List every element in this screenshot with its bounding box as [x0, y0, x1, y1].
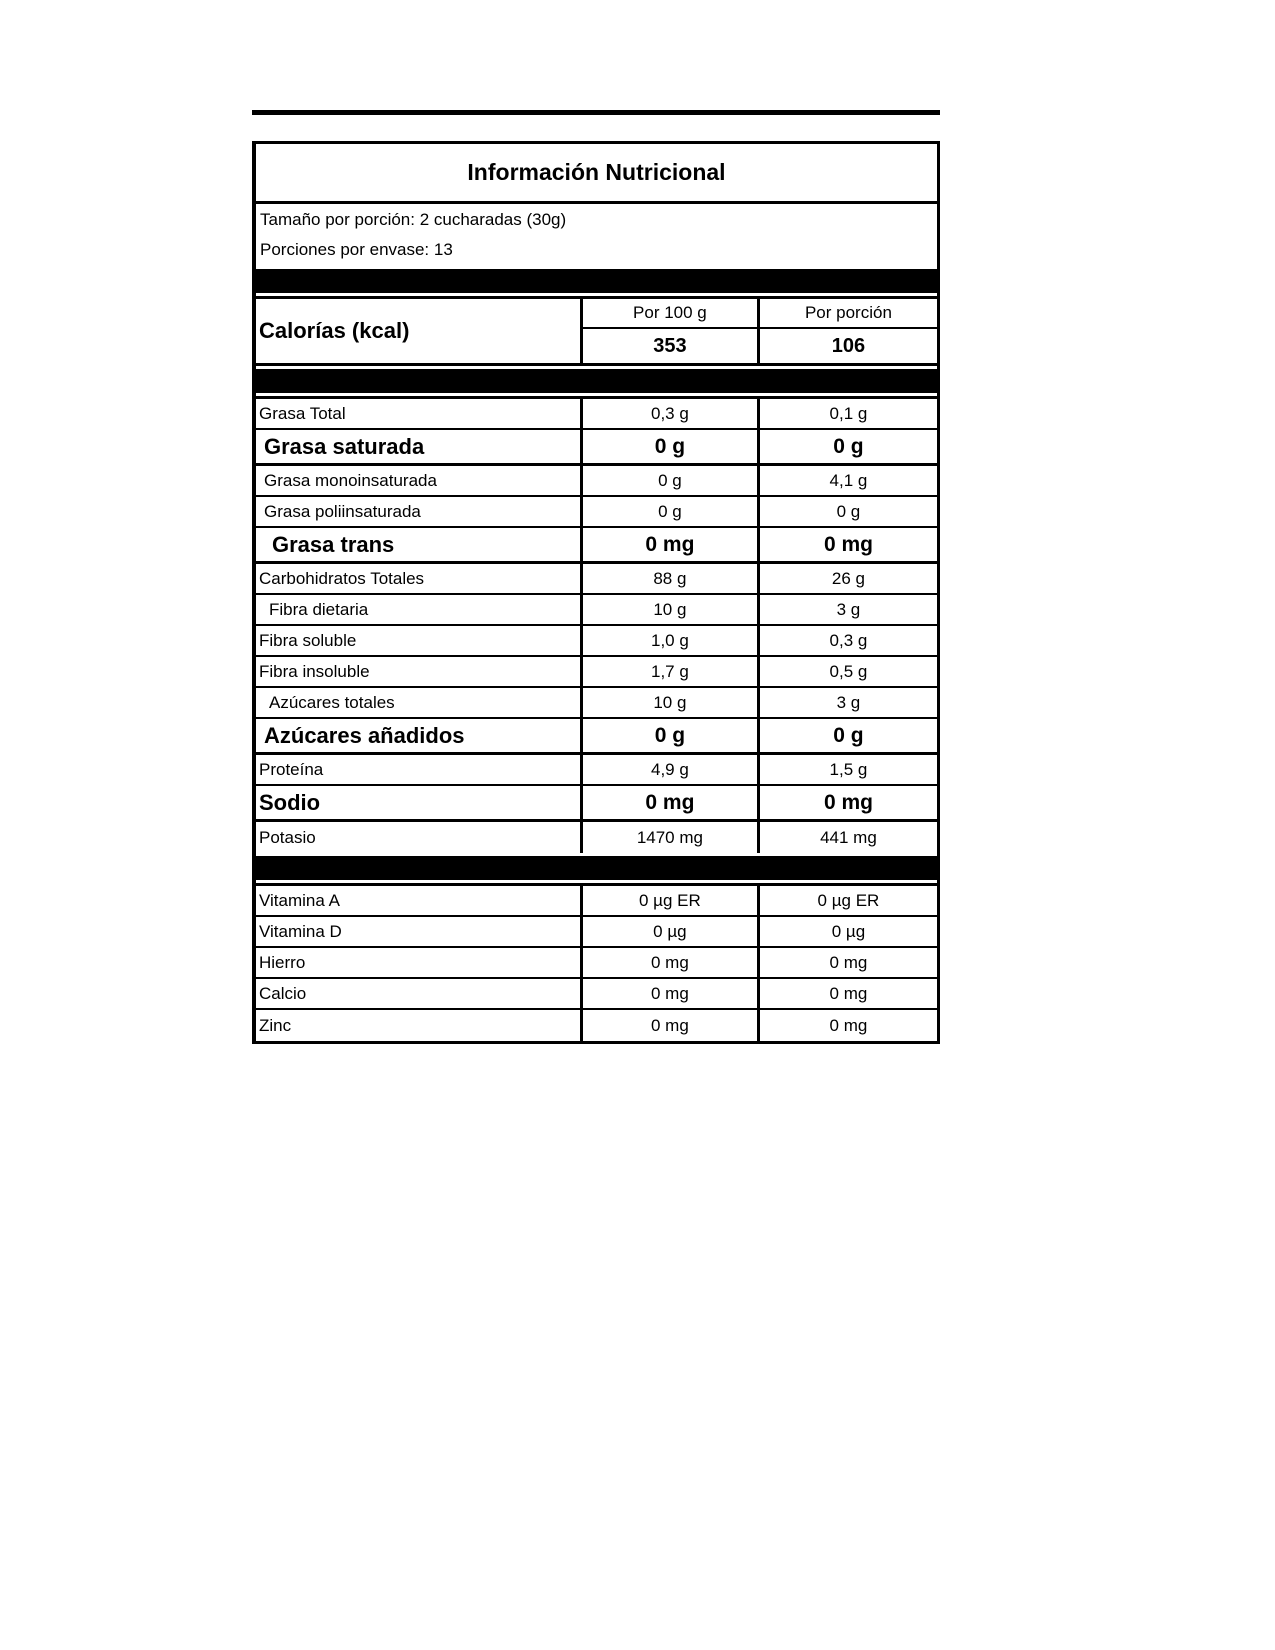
- table-row-potasio: Potasio 1470 mg 441 mg: [256, 822, 937, 853]
- top-rule-line: [252, 110, 940, 115]
- per-portion-value: 0 mg: [829, 1015, 868, 1035]
- per-portion-value: 3 g: [836, 599, 861, 619]
- per-portion-value: 1,5 g: [829, 759, 868, 779]
- table-row-proteina: Proteína 4,9 g 1,5 g: [256, 755, 937, 786]
- per-100g-value: 0 g: [583, 719, 760, 752]
- servings-per-container-text: Porciones por envase: 13: [260, 240, 453, 259]
- section-divider-bar: [256, 369, 937, 393]
- calories-value-row: 353 106: [583, 329, 937, 363]
- table-row-grasa-monoinsaturada: Grasa monoinsaturada 0 g 4,1 g: [256, 466, 937, 497]
- nutrient-label: Zinc: [256, 1010, 583, 1041]
- table-row-grasa-total: Grasa Total 0,3 g 0,1 g: [256, 399, 937, 430]
- serving-info-section: Tamaño por porción: 2 cucharadas (30g) P…: [256, 204, 937, 266]
- nutrient-label: Grasa monoinsaturada: [256, 466, 583, 495]
- section-divider-bar: [256, 269, 937, 293]
- per-portion-value: 0 g: [833, 434, 864, 458]
- per-100g-value: 10 g: [583, 688, 760, 717]
- per-portion-value: 0 g: [836, 501, 861, 521]
- table-row-hierro: Hierro 0 mg 0 mg: [256, 948, 937, 979]
- table-row-calcio: Calcio 0 mg 0 mg: [256, 979, 937, 1010]
- nutrient-label: Proteína: [256, 755, 583, 784]
- table-row-vitamina-d: Vitamina D 0 µg 0 µg: [256, 917, 937, 948]
- nutrition-facts-table: Información Nutricional Tamaño por porci…: [252, 141, 940, 1044]
- nutrient-label: Carbohidratos Totales: [256, 564, 583, 593]
- per-portion-value: 0 mg: [829, 983, 868, 1003]
- table-row-fibra-dietaria: Fibra dietaria 10 g 3 g: [256, 595, 937, 626]
- per-100g-value: 4,9 g: [583, 755, 760, 784]
- per-portion-value: 0 mg: [829, 952, 868, 972]
- nutrient-label: Grasa poliinsaturada: [256, 497, 583, 526]
- per-100g-value: 0 mg: [583, 528, 760, 561]
- nutrient-label: Vitamina D: [256, 917, 583, 946]
- column-header-per-100g: Por 100 g: [583, 299, 760, 327]
- serving-size-text: Tamaño por porción: 2 cucharadas (30g): [260, 210, 567, 229]
- calories-column-headers: Por 100 g Por porción: [582, 299, 937, 329]
- calories-per-portion-value: 106: [831, 334, 866, 357]
- per-portion-value: 26 g: [831, 568, 865, 588]
- nutrient-label: Vitamina A: [256, 886, 583, 915]
- per-portion-value: 0 µg ER: [817, 890, 880, 910]
- per-100g-value: 0 µg: [583, 917, 760, 946]
- nutrient-label: Calcio: [256, 979, 583, 1008]
- nutrient-label: Sodio: [256, 786, 583, 819]
- nutrient-label: Grasa saturada: [256, 430, 583, 463]
- per-portion-value: 0,5 g: [829, 661, 868, 681]
- micronutrients-section: Vitamina A 0 µg ER 0 µg ER Vitamina D 0 …: [256, 883, 937, 1041]
- nutrient-label: Grasa Total: [256, 399, 583, 428]
- table-row-fibra-soluble: Fibra soluble 1,0 g 0,3 g: [256, 626, 937, 657]
- per-portion-value: 441 mg: [820, 827, 877, 847]
- per-100g-value: 0 mg: [583, 1010, 760, 1041]
- nutrient-label: Grasa trans: [256, 528, 583, 561]
- table-row-azucares-anadidos: Azúcares añadidos 0 g 0 g: [256, 719, 937, 755]
- per-100g-value: 0 g: [583, 466, 760, 495]
- calories-section: Calorías (kcal) Por 100 g Por porción 35…: [256, 296, 937, 366]
- nutrition-label-title: Información Nutricional: [256, 144, 937, 204]
- calories-per-100g-value: 353: [583, 329, 760, 363]
- table-row-fibra-insoluble: Fibra insoluble 1,7 g 0,5 g: [256, 657, 937, 688]
- table-row-sodio: Sodio 0 mg 0 mg: [256, 786, 937, 822]
- per-portion-value: 0 mg: [823, 532, 873, 556]
- table-row-vitamina-a: Vitamina A 0 µg ER 0 µg ER: [256, 886, 937, 917]
- per-portion-value: 0 µg: [831, 921, 866, 941]
- calories-label: Calorías (kcal): [256, 299, 583, 363]
- table-row-carbohidratos-totales: Carbohidratos Totales 88 g 26 g: [256, 564, 937, 595]
- nutrient-label: Fibra dietaria: [256, 595, 583, 624]
- per-100g-value: 88 g: [583, 564, 760, 593]
- per-portion-value: 0,1 g: [829, 403, 868, 423]
- table-row-grasa-trans: Grasa trans 0 mg 0 mg: [256, 528, 937, 564]
- per-portion-value: 3 g: [836, 692, 861, 712]
- per-100g-value: 0 mg: [583, 948, 760, 977]
- per-100g-value: 1,0 g: [583, 626, 760, 655]
- per-100g-value: 10 g: [583, 595, 760, 624]
- table-row-grasa-saturada: Grasa saturada 0 g 0 g: [256, 430, 937, 466]
- per-portion-value: 4,1 g: [829, 470, 868, 490]
- per-100g-value: 0 µg ER: [583, 886, 760, 915]
- per-portion-value: 0 mg: [823, 790, 873, 814]
- nutrients-section: Grasa Total 0,3 g 0,1 g Grasa saturada 0…: [256, 396, 937, 853]
- per-100g-value: 0,3 g: [583, 399, 760, 428]
- table-row-grasa-poliinsaturada: Grasa poliinsaturada 0 g 0 g: [256, 497, 937, 528]
- per-100g-value: 0 mg: [583, 786, 760, 819]
- nutrient-label: Azúcares añadidos: [256, 719, 583, 752]
- nutrient-label: Hierro: [256, 948, 583, 977]
- nutrient-label: Potasio: [256, 822, 583, 853]
- per-100g-value: 0 g: [583, 430, 760, 463]
- nutrient-label: Azúcares totales: [256, 688, 583, 717]
- per-100g-value: 0 mg: [583, 979, 760, 1008]
- per-100g-value: 1,7 g: [583, 657, 760, 686]
- per-portion-value: 0 g: [833, 723, 864, 747]
- nutrient-label: Fibra soluble: [256, 626, 583, 655]
- per-100g-value: 1470 mg: [583, 822, 760, 853]
- table-row-azucares-totales: Azúcares totales 10 g 3 g: [256, 688, 937, 719]
- nutrient-label: Fibra insoluble: [256, 657, 583, 686]
- per-portion-value: 0,3 g: [829, 630, 868, 650]
- table-row-zinc: Zinc 0 mg 0 mg: [256, 1010, 937, 1041]
- per-100g-value: 0 g: [583, 497, 760, 526]
- column-header-per-portion: Por porción: [804, 303, 892, 322]
- section-divider-bar: [256, 856, 937, 880]
- calories-values: Por 100 g Por porción 353 106: [582, 299, 937, 363]
